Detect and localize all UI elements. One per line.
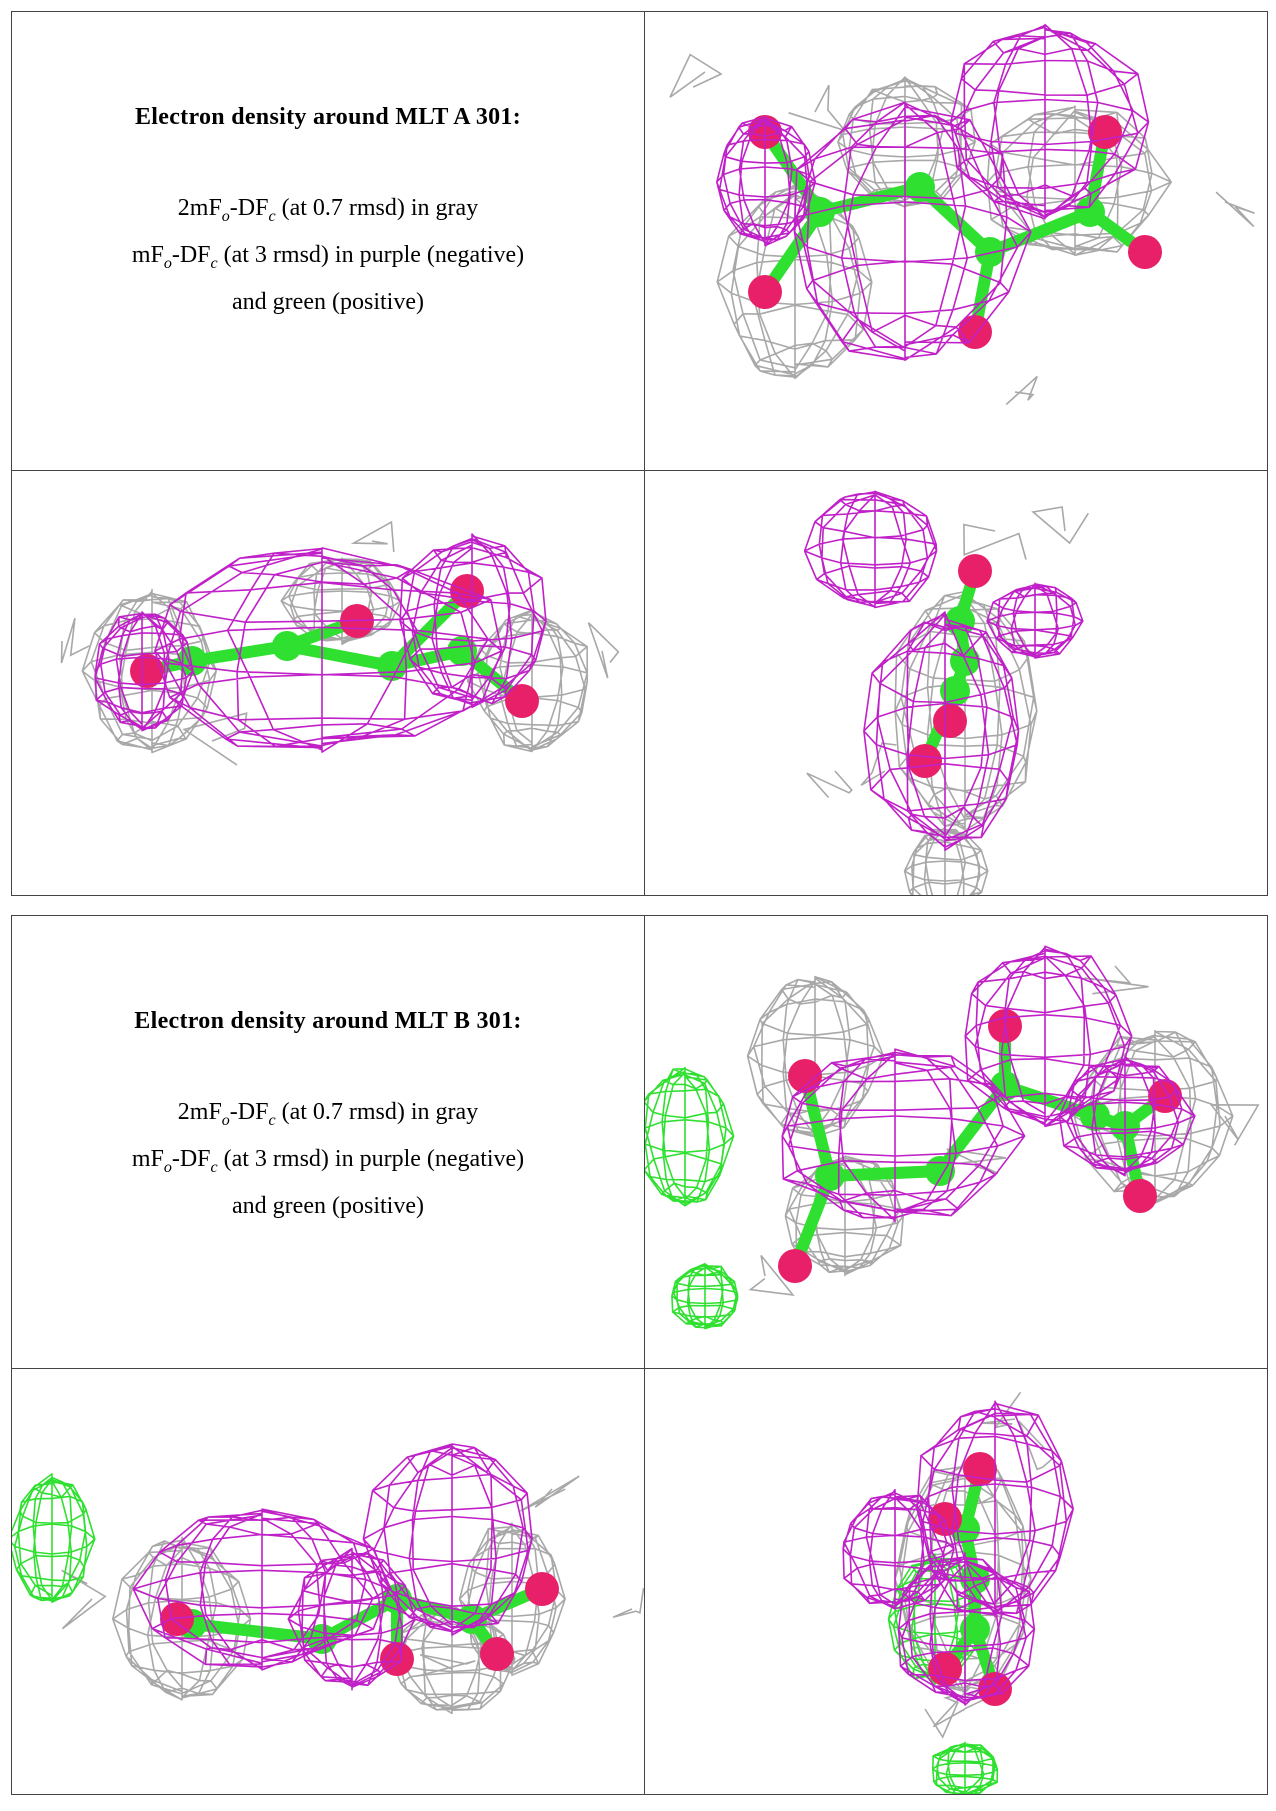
oxygen-atom — [525, 1572, 559, 1606]
caption-line: mFo-DFc (at 3 rmsd) in purple (negative) — [12, 1140, 644, 1187]
oxygen-atom — [505, 684, 539, 718]
caption-line: and green (positive) — [12, 283, 644, 321]
carbon-atom — [272, 631, 302, 661]
density-image — [645, 1369, 1267, 1794]
oxygen-atom — [1128, 235, 1162, 269]
text-run: (at 0.7 rmsd) in gray — [276, 195, 479, 221]
density-fragment — [613, 1588, 643, 1617]
density-image — [12, 471, 644, 895]
oxygen-atom — [963, 1452, 997, 1486]
subscript: o — [222, 208, 230, 225]
image-cell — [645, 916, 1268, 1369]
subscript: o — [222, 1112, 230, 1129]
caption: Electron density around MLT A 301: 2mFo-… — [12, 104, 644, 321]
image-cell — [12, 471, 645, 896]
carbon-atom — [975, 237, 1005, 267]
density-fragment — [1033, 507, 1088, 543]
density-fragment — [670, 55, 721, 98]
page: Electron density around MLT A 301: 2mFo-… — [0, 0, 1276, 1811]
density-fragment — [807, 771, 852, 798]
caption-line: 2mFo-DFc (at 0.7 rmsd) in gray — [12, 1093, 644, 1140]
caption-line: 2mFo-DFc (at 0.7 rmsd) in gray — [12, 189, 644, 236]
density-fragment — [1006, 377, 1037, 405]
density-mesh — [987, 106, 1171, 255]
text-run: -DF — [172, 242, 211, 268]
density-mesh — [805, 491, 937, 607]
text-run: (at 0.7 rmsd) in gray — [276, 1099, 479, 1125]
image-cell — [645, 471, 1268, 896]
figure-table: Electron density around MLT B 301: 2mFo-… — [11, 915, 1268, 1795]
caption-line: and green (positive) — [12, 1187, 644, 1225]
text-run: -DF — [230, 195, 269, 221]
oxygen-atom — [480, 1637, 514, 1671]
density-fragment — [184, 713, 246, 765]
density-image — [645, 471, 1267, 895]
density-image — [12, 1369, 644, 1794]
density-fragment — [1084, 966, 1148, 994]
subscript: c — [268, 1112, 275, 1129]
text-run: 2mF — [178, 1099, 222, 1125]
figure-table: Electron density around MLT A 301: 2mFo-… — [11, 11, 1268, 896]
text-run: mF — [132, 1146, 164, 1172]
carbon-atom — [925, 1156, 955, 1186]
caption: Electron density around MLT B 301: 2mFo-… — [12, 1008, 644, 1225]
density-fragment — [589, 623, 619, 678]
oxygen-atom — [1123, 1179, 1157, 1213]
caption-title: Electron density around MLT A 301: — [12, 104, 644, 131]
text-run: (at 3 rmsd) in purple (negative) — [218, 242, 525, 268]
oxygen-atom — [933, 704, 967, 738]
density-image — [645, 916, 1267, 1368]
image-cell — [645, 1369, 1268, 1795]
density-mesh — [468, 610, 588, 751]
density-fragment — [789, 85, 845, 130]
oxygen-atom — [958, 554, 992, 588]
image-cell — [12, 1369, 645, 1795]
density-mesh — [133, 1509, 389, 1670]
density-mesh — [672, 1264, 738, 1329]
text-run: mF — [132, 242, 164, 268]
caption-line: mFo-DFc (at 3 rmsd) in purple (negative) — [12, 236, 644, 283]
density-fragment — [354, 522, 394, 552]
density-mesh — [645, 1068, 734, 1206]
oxygen-atom — [778, 1249, 812, 1283]
density-image — [645, 12, 1267, 470]
subscript: c — [268, 208, 275, 225]
density-fragment — [62, 1571, 105, 1629]
text-run: -DF — [230, 1099, 269, 1125]
text-run: 2mF — [178, 195, 222, 221]
oxygen-atom — [908, 744, 942, 778]
subscript: o — [164, 1159, 172, 1176]
density-mesh — [933, 1742, 998, 1794]
density-mesh — [951, 25, 1149, 219]
subscript: o — [164, 255, 172, 272]
text-run: -DF — [172, 1146, 211, 1172]
text-cell: Electron density around MLT A 301: 2mFo-… — [12, 12, 645, 471]
text-run: (at 3 rmsd) in purple (negative) — [218, 1146, 525, 1172]
oxygen-atom — [748, 275, 782, 309]
density-fragment — [1216, 192, 1255, 226]
density-fragment — [62, 618, 90, 663]
subscript: c — [211, 1159, 218, 1176]
subscript: c — [211, 255, 218, 272]
caption-title: Electron density around MLT B 301: — [12, 1008, 644, 1035]
image-cell — [645, 12, 1268, 471]
text-cell: Electron density around MLT B 301: 2mFo-… — [12, 916, 645, 1369]
